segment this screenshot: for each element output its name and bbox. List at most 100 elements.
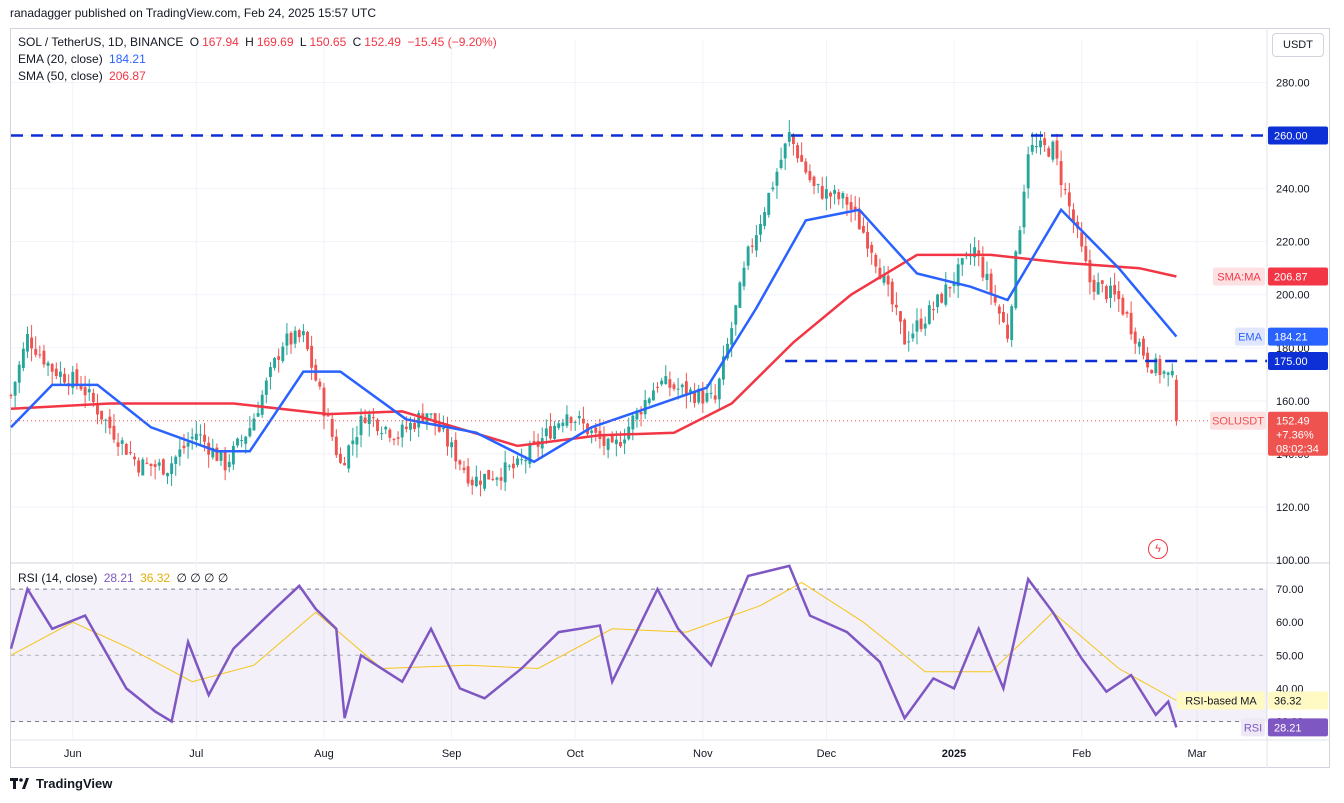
sma-legend[interactable]: SMA (50, close) 206.87 <box>18 69 149 83</box>
candle-body <box>396 437 400 439</box>
candle-body <box>619 441 622 447</box>
candle-body <box>462 467 466 471</box>
candle-body <box>429 413 433 415</box>
last-price-tag-bg <box>1268 411 1328 456</box>
time-tick-label: Jul <box>189 748 203 760</box>
candle-body <box>137 460 141 473</box>
candle-body <box>124 443 128 455</box>
symbol-title[interactable]: SOL / TetherUS, 1D, BINANCE <box>18 35 184 49</box>
candle-body <box>1096 282 1100 295</box>
candle-body <box>701 390 705 404</box>
candle-body <box>557 423 561 428</box>
candle-body <box>771 187 775 190</box>
candle-body <box>301 331 305 336</box>
candle-body <box>1150 369 1154 374</box>
currency-button[interactable]: USDT <box>1272 33 1324 57</box>
candle-body <box>1055 140 1059 159</box>
candle-body <box>734 305 738 325</box>
candle-body <box>355 437 359 445</box>
candle-body <box>594 427 598 433</box>
candle-body <box>1088 260 1092 283</box>
price-legend: SOL / TetherUS, 1D, BINANCE O 167.94 H 169… <box>18 35 500 49</box>
candle-body <box>824 189 828 199</box>
ema-price-tag[interactable]: 184.21 EMA <box>1235 327 1328 346</box>
candle-body <box>1154 358 1158 374</box>
lightning-icon[interactable]: ϟ <box>1148 539 1168 559</box>
last-price-value: 152.49 <box>1276 416 1310 428</box>
candle-body <box>268 367 272 378</box>
sma-price-tag[interactable]: 206.87 SMA:MA <box>1213 267 1328 286</box>
rsi-label: RSI (14, close) <box>18 571 98 585</box>
candle-body <box>491 478 495 480</box>
candle-body <box>297 330 301 338</box>
time-tick-label: Aug <box>314 748 334 760</box>
candle-body <box>907 341 911 343</box>
candle-body <box>606 438 610 450</box>
publisher-caption: ranadagger published on TradingView.com,… <box>10 6 377 20</box>
candle-body <box>878 267 882 280</box>
candle-body <box>343 462 347 466</box>
candle-body <box>874 254 878 267</box>
candle-body <box>845 196 849 205</box>
candle-body <box>952 282 956 286</box>
rsi-tick-label: 60.00 <box>1276 617 1304 629</box>
candle-body <box>1063 189 1067 191</box>
candle-body <box>1002 311 1005 323</box>
rsi-legend[interactable]: RSI (14, close) 28.21 36.32 ∅ ∅ ∅ ∅ <box>18 571 231 585</box>
candle-body <box>9 395 13 397</box>
low-label: L <box>299 35 307 49</box>
candle-body <box>58 371 62 377</box>
candle-body <box>936 294 939 308</box>
candle-body <box>1006 324 1010 339</box>
candle-body <box>38 354 42 356</box>
candle-body <box>256 413 260 417</box>
candle-body <box>590 430 594 433</box>
candle-body <box>890 281 894 305</box>
time-tick-label: Nov <box>693 748 713 760</box>
svg-text:206.87: 206.87 <box>1274 271 1308 283</box>
price-tick-label: 160.00 <box>1276 396 1310 408</box>
candle-body <box>1174 379 1178 421</box>
candle-body <box>544 428 548 437</box>
rsi-ma-tag[interactable]: 36.32 RSI-based MA <box>1177 691 1328 710</box>
candle-body <box>388 429 392 438</box>
rsi-value-tag[interactable]: 28.21 RSI <box>1241 718 1328 737</box>
candle-body <box>198 434 202 436</box>
footer-brand[interactable]: TradingView <box>10 776 112 791</box>
candle-body <box>528 444 532 464</box>
candle-body <box>248 428 252 437</box>
ema-legend[interactable]: EMA (20, close) 184.21 <box>18 52 149 66</box>
level-tag-175[interactable]: 175.00 <box>1268 352 1328 371</box>
high-value: 169.69 <box>256 35 294 49</box>
level-tag-260[interactable]: 260.00 <box>1268 126 1328 145</box>
candle-body <box>100 410 104 420</box>
ema-value: 184.21 <box>109 52 146 66</box>
svg-text:36.32: 36.32 <box>1274 696 1302 708</box>
candle-body <box>791 134 795 144</box>
candle-body <box>948 286 952 289</box>
candle-body <box>371 417 375 419</box>
candle-body <box>899 311 902 322</box>
change-value: −15.45 (−9.20%) <box>407 35 497 49</box>
price-tick-label: 100.00 <box>1276 555 1310 567</box>
candle-body <box>495 477 499 480</box>
candle-body <box>503 462 507 483</box>
candle-body <box>227 461 231 468</box>
svg-text:RSI: RSI <box>1244 722 1262 734</box>
candle-body <box>730 328 734 345</box>
last-price-symbol-bg <box>1210 411 1266 430</box>
candle-body <box>561 422 565 426</box>
candle-body <box>549 426 552 439</box>
candle-body <box>203 434 206 442</box>
candle-body <box>141 459 145 476</box>
candle-body <box>1047 148 1051 157</box>
candle-body <box>42 350 46 365</box>
candle-body <box>474 476 478 487</box>
candle-body <box>524 459 528 462</box>
candle-body <box>322 387 326 417</box>
candle-body <box>808 171 812 181</box>
candle-body <box>507 465 511 467</box>
price-tick-label: 200.00 <box>1276 290 1310 302</box>
candle-body <box>174 456 178 464</box>
